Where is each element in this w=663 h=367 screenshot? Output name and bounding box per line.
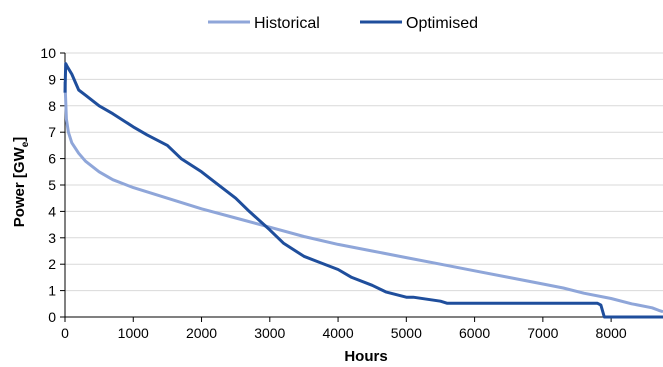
y-axis-title-main: Power [GW [11, 146, 28, 227]
series-line-historical [63, 81, 663, 314]
x-tick-label: 5000 [391, 325, 422, 341]
x-tick-label: 1000 [118, 325, 149, 341]
legend-label-historical: Historical [254, 15, 320, 32]
y-tick-label: 0 [48, 309, 56, 325]
x-axis-title: Hours [344, 348, 387, 365]
series-line-optimised [63, 62, 663, 319]
x-tick-label: 7000 [527, 325, 558, 341]
y-tick-label: 9 [48, 71, 56, 87]
y-tick-label: 1 [48, 283, 56, 299]
y-tick-label: 3 [48, 230, 56, 246]
y-tick-label: 2 [48, 256, 56, 272]
y-tick-label: 6 [48, 151, 56, 167]
x-tick-label: 6000 [459, 325, 490, 341]
y-tick-label: 10 [40, 45, 56, 61]
grid-layer [65, 52, 663, 292]
y-axis-title-end: ] [11, 137, 28, 142]
series-layer [63, 62, 663, 319]
legend-label-optimised: Optimised [406, 15, 478, 32]
y-axis-title-sub: e [20, 141, 31, 147]
y-tick-label: 8 [48, 98, 56, 114]
x-tick-label: 2000 [186, 325, 217, 341]
tick-layer: 0 1 2 3 4 5 6 7 8 9 10 0 1000 2000 3000 4000 5000 6000 700… [40, 45, 626, 341]
y-tick-label: 5 [48, 177, 56, 193]
y-tick-label: 7 [48, 124, 56, 140]
x-tick-label: 8000 [596, 325, 627, 341]
x-tick-label: 0 [61, 325, 69, 341]
legend: Historical Optimised [208, 15, 478, 32]
x-tick-label: 4000 [322, 325, 353, 341]
y-tick-label: 4 [48, 203, 56, 219]
y-axis-title: Power [GWe] [11, 137, 31, 228]
x-tick-label: 3000 [254, 325, 285, 341]
